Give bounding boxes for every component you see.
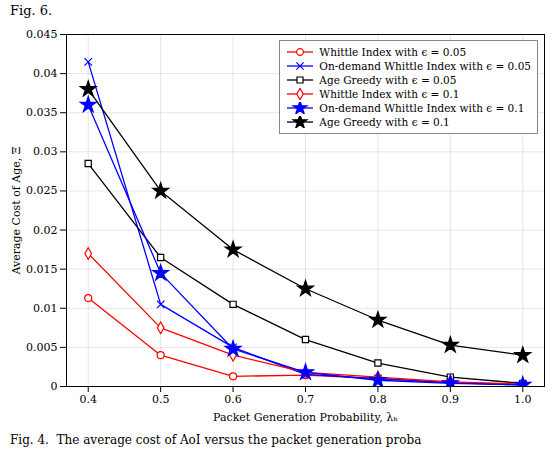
svg-text:0.9: 0.9 [442, 393, 460, 406]
html-text:On-demand Whittle Index with ϵ: On-demand Whittle Index with ϵ = 0.1 [319, 102, 525, 114]
svg-text:Average Cost of Age, Ξ: Average Cost of Age, Ξ [10, 146, 23, 275]
svg-text:0.4: 0.4 [79, 393, 97, 406]
svg-text:0.045: 0.045 [26, 28, 58, 41]
svg-text:0.035: 0.035 [26, 106, 58, 119]
svg-text:1.0: 1.0 [514, 393, 532, 406]
svg-text:0: 0 [51, 380, 58, 393]
svg-text:Packet Generation Probability,: Packet Generation Probability, λₕ [213, 411, 398, 424]
svg-text:0.005: 0.005 [26, 341, 58, 354]
svg-text:0.7: 0.7 [297, 393, 315, 406]
svg-text:0.6: 0.6 [224, 393, 242, 406]
html-text:Age Greedy with ϵ = 0.05: Age Greedy with ϵ = 0.05 [319, 74, 457, 86]
html-text:Fig. 6.: Fig. 6. [10, 3, 53, 18]
svg-text:0.5: 0.5 [152, 393, 170, 406]
html-text:Whittle Index with ϵ = 0.05: Whittle Index with ϵ = 0.05 [319, 46, 467, 58]
svg-text:0.015: 0.015 [26, 263, 58, 276]
html-text:Age Greedy with ϵ = 0.1: Age Greedy with ϵ = 0.1 [319, 116, 450, 128]
svg-text:0.02: 0.02 [33, 224, 58, 237]
html-text:On-demand Whittle Index with ϵ: On-demand Whittle Index with ϵ = 0.05 [319, 60, 531, 72]
svg-text:0.8: 0.8 [369, 393, 387, 406]
svg-text:0.04: 0.04 [33, 67, 58, 80]
svg-text:0.03: 0.03 [33, 145, 58, 158]
html-text:Fig. 4. The average cost of Ao: Fig. 4. The average cost of AoI versus t… [10, 433, 422, 447]
html-text:Whittle Index with ϵ = 0.1: Whittle Index with ϵ = 0.1 [319, 88, 460, 100]
svg-text:0.025: 0.025 [26, 184, 58, 197]
svg-text:0.01: 0.01 [33, 302, 58, 315]
